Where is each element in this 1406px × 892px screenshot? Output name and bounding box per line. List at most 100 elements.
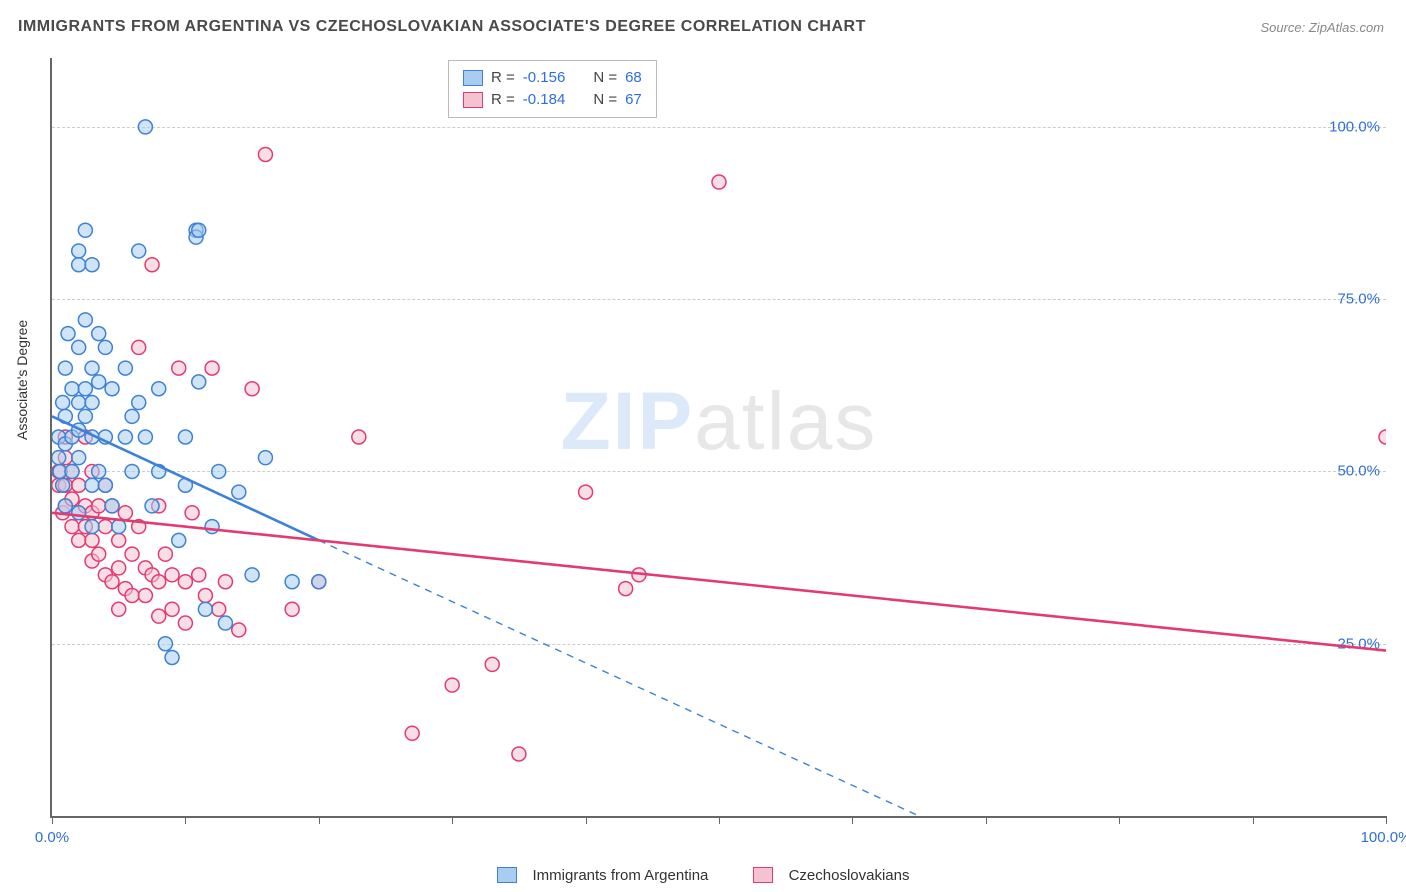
scatter-point-czech [132, 340, 146, 354]
scatter-point-czech [198, 588, 212, 602]
scatter-point-czech [125, 547, 139, 561]
scatter-point-argentina [105, 499, 119, 513]
scatter-point-argentina [138, 120, 152, 134]
scatter-point-czech [105, 575, 119, 589]
scatter-point-argentina [218, 616, 232, 630]
scatter-point-czech [152, 609, 166, 623]
plot-area: ZIPatlas 25.0%50.0%75.0%100.0%0.0%100.0% [50, 58, 1386, 818]
scatter-point-argentina [92, 375, 106, 389]
scatter-point-argentina [58, 361, 72, 375]
scatter-point-argentina [205, 520, 219, 534]
scatter-point-argentina [56, 396, 70, 410]
scatter-point-czech [112, 533, 126, 547]
scatter-point-argentina [72, 506, 86, 520]
scatter-point-argentina [178, 430, 192, 444]
scatter-point-czech [192, 568, 206, 582]
scatter-point-argentina [132, 244, 146, 258]
scatter-point-argentina [98, 478, 112, 492]
scatter-point-argentina [72, 340, 86, 354]
scatter-point-czech [445, 678, 459, 692]
scatter-point-argentina [52, 451, 66, 465]
scatter-svg [52, 58, 1386, 816]
scatter-point-argentina [112, 520, 126, 534]
scatter-point-argentina [245, 568, 259, 582]
scatter-point-argentina [165, 651, 179, 665]
scatter-point-czech [185, 506, 199, 520]
scatter-point-argentina [232, 485, 246, 499]
legend-stats-row-argentina: R = -0.156 N = 68 [463, 67, 642, 89]
scatter-point-czech [245, 382, 259, 396]
scatter-point-argentina [118, 430, 132, 444]
scatter-point-czech [152, 575, 166, 589]
legend-label-argentina: Immigrants from Argentina [533, 867, 709, 884]
scatter-point-argentina [85, 520, 99, 534]
scatter-point-argentina [125, 409, 139, 423]
legend-stats: R = -0.156 N = 68 R = -0.184 N = 67 [448, 60, 657, 118]
scatter-point-argentina [172, 533, 186, 547]
scatter-point-czech [98, 520, 112, 534]
scatter-point-argentina [78, 313, 92, 327]
scatter-point-czech [65, 520, 79, 534]
scatter-point-czech [218, 575, 232, 589]
scatter-point-czech [352, 430, 366, 444]
scatter-point-argentina [192, 223, 206, 237]
scatter-point-argentina [61, 327, 75, 341]
y-axis-title: Associate's Degree [14, 320, 30, 440]
scatter-point-czech [72, 478, 86, 492]
n-value-argentina: 68 [625, 67, 642, 89]
scatter-point-argentina [212, 464, 226, 478]
scatter-point-czech [212, 602, 226, 616]
swatch-argentina-icon [463, 70, 483, 86]
scatter-point-czech [72, 533, 86, 547]
scatter-point-czech [165, 568, 179, 582]
scatter-point-argentina [125, 464, 139, 478]
legend-item-czech: Czechoslovakians [743, 867, 920, 884]
scatter-point-czech [172, 361, 186, 375]
scatter-point-czech [579, 485, 593, 499]
r-label: R = [491, 89, 515, 111]
scatter-point-czech [92, 547, 106, 561]
scatter-point-argentina [72, 244, 86, 258]
scatter-point-argentina [152, 382, 166, 396]
scatter-point-argentina [92, 464, 106, 478]
scatter-point-argentina [72, 451, 86, 465]
legend-stats-row-czech: R = -0.184 N = 67 [463, 89, 642, 111]
scatter-point-czech [1379, 430, 1386, 444]
scatter-point-argentina [118, 361, 132, 375]
scatter-point-argentina [158, 637, 172, 651]
scatter-point-czech [258, 147, 272, 161]
n-label: N = [593, 67, 617, 89]
scatter-point-czech [92, 499, 106, 513]
scatter-point-argentina [78, 223, 92, 237]
scatter-point-czech [485, 657, 499, 671]
scatter-point-czech [205, 361, 219, 375]
scatter-point-argentina [56, 478, 70, 492]
r-value-czech: -0.184 [523, 89, 566, 111]
scatter-point-argentina [85, 258, 99, 272]
x-tick-label: 0.0% [35, 829, 69, 846]
scatter-point-argentina [312, 575, 326, 589]
scatter-point-argentina [78, 382, 92, 396]
source-label: Source: ZipAtlas.com [1260, 20, 1384, 35]
scatter-point-argentina [85, 478, 99, 492]
x-tick-label: 100.0% [1361, 829, 1406, 846]
swatch-argentina-icon [497, 867, 517, 883]
scatter-point-czech [712, 175, 726, 189]
scatter-point-czech [85, 533, 99, 547]
chart-title: IMMIGRANTS FROM ARGENTINA VS CZECHOSLOVA… [18, 18, 866, 36]
r-label: R = [491, 67, 515, 89]
scatter-point-czech [118, 506, 132, 520]
scatter-point-argentina [72, 396, 86, 410]
scatter-point-argentina [198, 602, 212, 616]
scatter-point-czech [405, 726, 419, 740]
scatter-point-czech [125, 588, 139, 602]
swatch-czech-icon [753, 867, 773, 883]
scatter-point-argentina [138, 430, 152, 444]
scatter-point-czech [145, 258, 159, 272]
legend-series: Immigrants from Argentina Czechoslovakia… [0, 867, 1406, 884]
scatter-point-czech [158, 547, 172, 561]
scatter-point-argentina [192, 375, 206, 389]
scatter-point-czech [285, 602, 299, 616]
scatter-point-argentina [72, 258, 86, 272]
scatter-point-argentina [78, 409, 92, 423]
